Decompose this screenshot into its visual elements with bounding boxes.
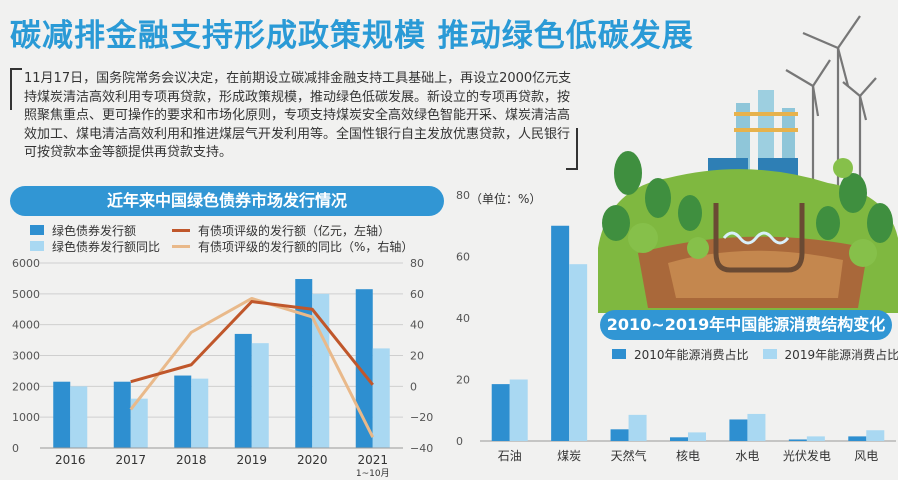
bar-2010-share	[788, 439, 807, 441]
x-tick-label: 2019	[236, 453, 267, 467]
x-tick-label: 风电	[854, 449, 878, 463]
y-tick-label: 0	[456, 435, 463, 448]
bar-issuance	[113, 381, 131, 448]
y-tick-label: 80	[456, 189, 470, 202]
trees	[602, 151, 893, 243]
chart1-legend-item: 有债项评级的发行额的同比（%，右轴）	[172, 238, 413, 254]
unit-label: （单位：%）	[470, 191, 541, 206]
y-tick-label: 4000	[12, 319, 40, 332]
x-tick-label: 核电	[676, 449, 700, 463]
bar-2010-share	[491, 384, 510, 441]
x-tick-sublabel: 1~10月	[356, 468, 390, 479]
bar-2019-share	[866, 430, 885, 441]
legend-label: 2019年能源消费占比	[784, 347, 898, 362]
legend-line	[172, 244, 190, 248]
x-tick-label: 2016	[55, 453, 86, 467]
x-tick-label: 水电	[735, 449, 759, 463]
legend-label: 有债项评级的发行额的同比（%，右轴）	[198, 239, 414, 254]
y2-tick-label: 0	[410, 380, 417, 393]
chart2-legend-item: 2010年能源消费占比	[612, 346, 749, 362]
y-tick-label: 6000	[12, 257, 40, 270]
bar-issuance-yoy	[130, 398, 148, 448]
bar-issuance	[295, 279, 313, 448]
y2-tick-label: 40	[410, 319, 424, 332]
legend-swatch	[612, 349, 626, 359]
line-rated-issuance-yoy	[129, 296, 375, 438]
x-tick-label: 2020	[297, 453, 328, 467]
bar-issuance	[355, 289, 373, 448]
legend-line	[172, 228, 190, 232]
x-tick-label: 2017	[115, 453, 146, 467]
line-rated-issuance	[130, 300, 374, 386]
green-energy-illustration	[598, 15, 898, 313]
y-tick-label: 3000	[12, 350, 40, 363]
y2-tick-label: 20	[410, 350, 424, 363]
x-tick-label: 石油	[498, 449, 522, 463]
chart1-legend-item: 绿色债券发行额	[30, 222, 160, 238]
y-tick-label: 20	[456, 374, 470, 387]
legend-label: 绿色债券发行额同比	[52, 239, 161, 254]
bar-2019-share	[628, 414, 647, 441]
bar-2010-share	[848, 436, 867, 441]
bar-issuance-yoy	[191, 378, 209, 448]
chart1-legend-lines: 有债项评级的发行额（亿元，左轴） 有债项评级的发行额的同比（%，右轴）	[172, 222, 413, 254]
bar-2010-share	[729, 419, 748, 441]
intro-paragraph: 11月17日，国务院常务会议决定，在前期设立碳减排金融支持工具基础上，再设立20…	[24, 71, 572, 160]
chart2-legend-item: 2019年能源消费占比	[762, 346, 898, 362]
y2-tick-label: −20	[410, 411, 433, 424]
y-tick-label: 60	[456, 251, 470, 264]
intro-bracket-left	[10, 68, 22, 110]
intro-bracket-right	[566, 128, 578, 170]
legend-swatch	[762, 349, 777, 359]
page-title: 碳减排金融支持形成政策规模 推动绿色低碳发展	[10, 18, 694, 54]
y2-tick-label: 80	[410, 257, 424, 270]
bar-issuance-yoy	[70, 386, 88, 448]
wind-turbines	[785, 15, 877, 208]
legend-label: 有债项评级的发行额（亿元，左轴）	[198, 223, 391, 238]
chart2-title: 2010~2019年中国能源消费结构变化	[600, 310, 892, 340]
legend-swatch	[30, 225, 44, 235]
y-tick-label: 5000	[12, 288, 40, 301]
chart1-legend: 绿色债券发行额 绿色债券发行额同比	[30, 222, 160, 254]
bar-2010-share	[610, 429, 629, 441]
energy-structure-chart: 0 20 40 60 80 （单位：%） 石油 煤炭 天然气 核电 水电 光伏发电 风电	[456, 189, 896, 463]
bar-issuance-yoy	[372, 348, 390, 448]
chart1-legend-item: 有债项评级的发行额（亿元，左轴）	[172, 222, 413, 238]
bar-2010-share	[670, 437, 688, 441]
bar-2010-share	[551, 225, 570, 441]
x-tick-label: 2018	[176, 453, 207, 467]
bar-2019-share	[509, 379, 528, 441]
bar-issuance	[234, 333, 252, 448]
green-bond-chart: 0 1000 2000 3000 4000 5000 6000 −40 −20 0 20 40 60 80…	[12, 257, 433, 479]
y-tick-label: 0	[12, 442, 19, 455]
bar-2019-share	[569, 264, 588, 441]
bar-issuance-yoy	[251, 343, 269, 448]
y-tick-label: 1000	[12, 411, 40, 424]
bar-2019-share	[688, 432, 706, 441]
legend-label: 绿色债券发行额	[52, 223, 137, 238]
x-tick-label: 光伏发电	[783, 448, 831, 463]
chart1-legend-item: 绿色债券发行额同比	[30, 238, 160, 254]
bar-2019-share	[747, 413, 766, 441]
x-tick-label: 2021	[357, 453, 388, 467]
y-tick-label: 2000	[12, 380, 40, 393]
bar-issuance-yoy	[312, 293, 330, 448]
y2-tick-label: 60	[410, 288, 424, 301]
bar-2019-share	[806, 436, 825, 441]
x-tick-label: 煤炭	[557, 449, 581, 463]
legend-label: 2010年能源消费占比	[634, 347, 749, 362]
bar-issuance	[174, 375, 192, 448]
x-tick-label: 天然气	[611, 448, 647, 463]
chart2-legend: 2010年能源消费占比 2019年能源消费占比	[612, 346, 898, 362]
bar-issuance	[53, 381, 71, 448]
chart1-title: 近年来中国绿色债券市场发行情况	[10, 186, 444, 216]
y-tick-label: 40	[456, 312, 470, 325]
legend-swatch	[30, 241, 44, 251]
y2-tick-label: −40	[410, 442, 433, 455]
